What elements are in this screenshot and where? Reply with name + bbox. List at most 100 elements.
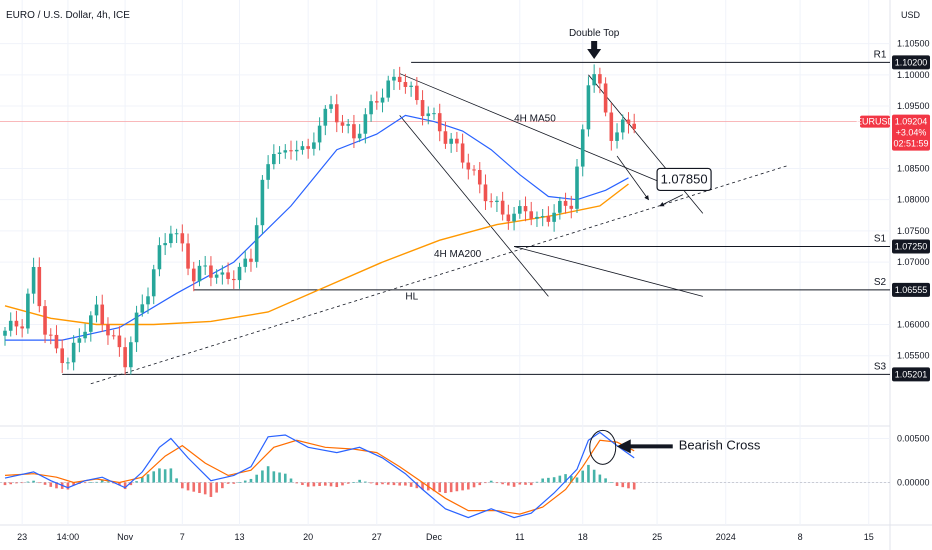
- candle-up: [615, 132, 619, 141]
- macd-histogram-bar: [564, 474, 567, 483]
- macd-histogram-bar: [587, 464, 590, 483]
- macd-histogram-bar: [529, 482, 533, 486]
- candle-up: [140, 304, 145, 313]
- candle-up: [620, 119, 625, 133]
- macd-histogram-bar: [261, 470, 264, 483]
- x-tick-label: 25: [652, 532, 662, 542]
- candle-down: [437, 113, 442, 132]
- macd-histogram-bar: [358, 479, 361, 483]
- candle-up: [31, 266, 36, 294]
- macd-histogram-bar: [352, 482, 356, 483]
- double-top-label: Double Top: [569, 28, 620, 39]
- current-price-change: +3.04%: [896, 128, 927, 138]
- candle-up: [392, 76, 396, 81]
- candle-up: [540, 216, 545, 218]
- bearish-cross-arrow: [616, 439, 673, 454]
- candle-down: [529, 211, 534, 219]
- macd-histogram-bar: [26, 481, 30, 483]
- candle-up: [174, 233, 179, 235]
- candle-up: [300, 146, 305, 150]
- macd-histogram-bar: [575, 477, 579, 483]
- candle-up: [586, 85, 591, 130]
- macd-histogram-bar: [169, 468, 173, 483]
- level-badge-s3: [892, 367, 930, 382]
- channel-upper-line: [399, 73, 681, 191]
- candle-down: [455, 138, 459, 144]
- candle-down: [500, 200, 505, 215]
- macd-histogram-bar: [272, 471, 276, 483]
- level-tag-s3: S3: [874, 361, 887, 372]
- candle-up: [272, 153, 276, 165]
- x-tick-label: Dec: [426, 532, 443, 542]
- candle-down: [489, 201, 493, 203]
- macd-histogram-bar: [186, 482, 190, 491]
- macd-histogram-bar: [100, 479, 104, 483]
- level-badge-text-s1: 1.07250: [895, 241, 928, 251]
- macd-histogram-bar: [541, 478, 544, 483]
- macd-histogram-bar: [592, 469, 596, 483]
- macd-histogram-bar: [140, 477, 144, 483]
- candle-down: [563, 200, 568, 206]
- candle-down: [632, 123, 636, 129]
- x-tick-label: 15: [864, 532, 874, 542]
- y-tick-label: 1.08500: [897, 163, 930, 173]
- macd-histogram-bar: [547, 477, 550, 483]
- currency-label[interactable]: USD: [901, 10, 921, 20]
- macd-y-tick-label: 0.00000: [897, 477, 930, 487]
- candle-down: [609, 112, 614, 141]
- hl-label: HL: [405, 292, 418, 303]
- macd-histogram-bar: [181, 482, 184, 489]
- macd-histogram-bar: [135, 481, 138, 483]
- symbol-tag: [860, 115, 890, 128]
- candle-down: [306, 146, 310, 149]
- level-badge-s1: [892, 239, 930, 254]
- candle-down: [111, 335, 116, 337]
- candle-up: [169, 233, 173, 244]
- macd-histogram-bar: [484, 482, 487, 484]
- candle-up: [518, 206, 522, 214]
- candle-down: [340, 122, 345, 126]
- candle-down: [48, 334, 53, 336]
- macd-histogram-bar: [249, 478, 253, 483]
- candle-up: [592, 74, 596, 86]
- macd-histogram-bar: [289, 478, 293, 483]
- macd-histogram-bar: [512, 482, 516, 487]
- macd-histogram-bar: [610, 482, 613, 483]
- macd-histogram-bar: [432, 482, 436, 492]
- candle-up: [214, 274, 219, 278]
- macd-histogram-bar: [198, 482, 201, 494]
- macd-histogram-bar: [3, 482, 7, 486]
- y-tick-label: 1.10500: [897, 39, 930, 49]
- target-box: [656, 167, 712, 192]
- x-tick-label: 7: [180, 532, 185, 542]
- x-tick-label: 18: [578, 532, 588, 542]
- annotations: Bearish Cross Double Top 1.07850 4H MA50 4H …: [405, 28, 887, 465]
- candle-down: [506, 214, 511, 222]
- macd-histogram-bar: [192, 482, 196, 492]
- candle-down: [60, 348, 64, 364]
- level-badge-text-r1: 1.10200: [895, 57, 928, 67]
- candle-up: [8, 320, 13, 331]
- macd-histogram-bar: [95, 481, 98, 483]
- macd-histogram-bar: [266, 466, 270, 483]
- candle-down: [375, 101, 379, 103]
- candle-down: [477, 169, 482, 185]
- macd-histogram-bar: [472, 482, 476, 488]
- candle-up: [157, 245, 162, 270]
- macd-histogram-bar: [215, 482, 218, 493]
- candle-down: [123, 347, 127, 368]
- candle-up: [94, 304, 99, 316]
- ma50-line: [5, 114, 629, 341]
- candle-up: [197, 265, 202, 282]
- x-tick-label: 20: [303, 532, 313, 542]
- candle-down: [334, 104, 339, 123]
- candle-down: [249, 258, 253, 262]
- candle-up: [277, 152, 282, 154]
- candle-up: [203, 265, 207, 267]
- channel-lower-line: [513, 246, 703, 297]
- ma200-label: 4H MA200: [434, 249, 482, 260]
- double-top-arrow: [587, 41, 602, 59]
- level-tag-s1: S1: [874, 233, 887, 244]
- macd-histogram-bar: [83, 482, 87, 484]
